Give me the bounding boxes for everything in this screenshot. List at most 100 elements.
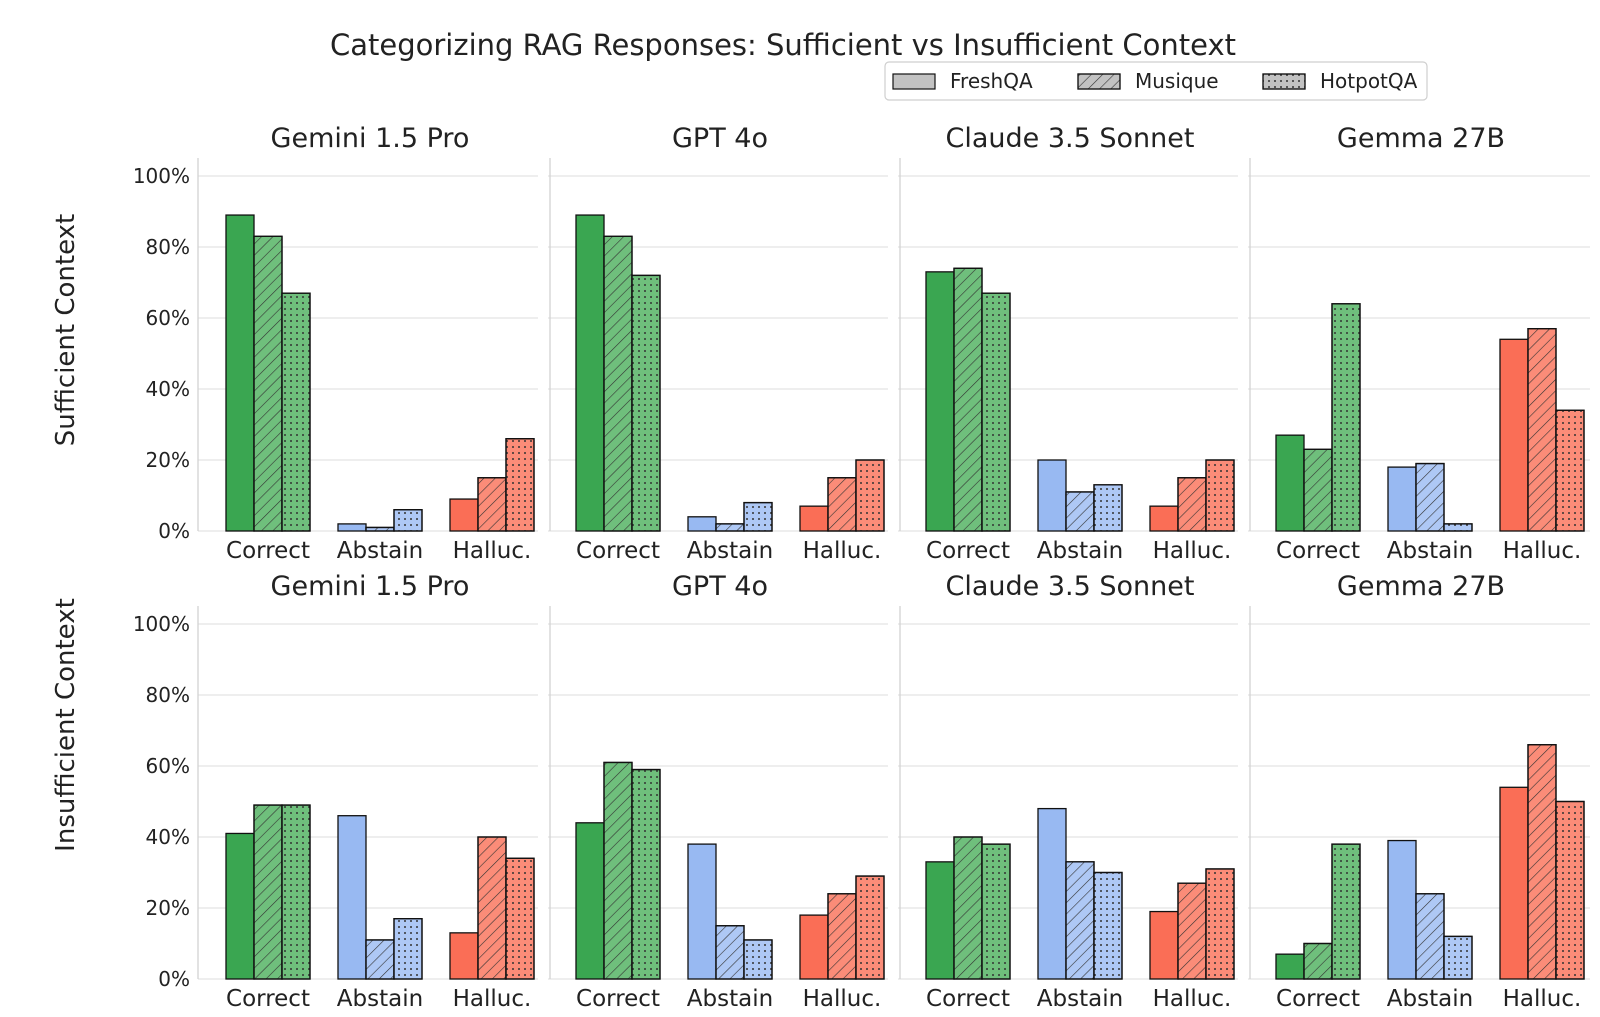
bar <box>1275 434 1305 532</box>
bar <box>687 843 717 980</box>
y-tick-label: 80% <box>146 235 190 259</box>
panel-title: Gemma 27B <box>1337 571 1505 602</box>
y-tick-label: 20% <box>146 896 190 920</box>
bar-pattern <box>1093 484 1123 532</box>
y-tick-label: 100% <box>133 164 190 188</box>
y-tick-label: 40% <box>146 377 190 401</box>
bar-pattern <box>393 509 423 532</box>
x-tick-label: Abstain <box>337 538 423 564</box>
bar <box>1387 839 1417 980</box>
x-tick-label: Correct <box>1276 986 1360 1012</box>
x-tick-label: Abstain <box>1387 538 1473 564</box>
bar-pattern <box>477 477 507 532</box>
y-tick-label: 20% <box>146 448 190 472</box>
panel-title: Gemma 27B <box>1337 123 1505 154</box>
bar <box>449 498 479 532</box>
bar-pattern <box>1443 935 1473 980</box>
bar-pattern <box>1205 868 1235 980</box>
legend-swatch-pattern <box>1077 73 1121 90</box>
bar-pattern <box>1303 448 1333 532</box>
bar-pattern <box>981 292 1011 532</box>
bar <box>1499 786 1529 980</box>
bar <box>225 832 255 980</box>
bar-pattern <box>743 939 773 980</box>
bar-pattern <box>855 459 885 532</box>
bar-pattern <box>631 274 661 532</box>
x-tick-label: Halluc. <box>453 986 532 1012</box>
x-tick-label: Abstain <box>1387 986 1473 1012</box>
bar-pattern <box>1205 459 1235 532</box>
bar-pattern <box>281 804 311 980</box>
panel-title: GPT 4o <box>672 123 768 154</box>
bar <box>799 505 829 532</box>
panel-title: Claude 3.5 Sonnet <box>946 123 1195 154</box>
bar-pattern <box>1177 477 1207 532</box>
legend-label: FreshQA <box>950 69 1033 93</box>
x-tick-label: Abstain <box>1037 986 1123 1012</box>
bar-pattern <box>603 235 633 532</box>
y-tick-label: 60% <box>146 306 190 330</box>
bar-pattern <box>1443 523 1473 532</box>
y-tick-label: 100% <box>133 612 190 636</box>
x-tick-label: Halluc. <box>1503 538 1582 564</box>
panel-title: Gemini 1.5 Pro <box>271 571 470 602</box>
bar-pattern <box>1065 861 1095 980</box>
bar <box>687 516 717 532</box>
x-tick-label: Halluc. <box>1153 538 1232 564</box>
legend-label: HotpotQA <box>1320 69 1418 93</box>
bar-pattern <box>253 235 283 532</box>
bar-pattern <box>1331 843 1361 980</box>
bar-pattern <box>1065 491 1095 532</box>
x-tick-label: Correct <box>576 986 660 1012</box>
bar-pattern <box>1303 942 1333 980</box>
bar-pattern <box>1177 882 1207 980</box>
x-tick-label: Abstain <box>687 538 773 564</box>
y-tick-label: 60% <box>146 754 190 778</box>
x-tick-label: Correct <box>226 538 310 564</box>
row-ylabel: Sufficient Context <box>51 214 81 446</box>
bar <box>799 914 829 980</box>
x-tick-label: Correct <box>926 986 1010 1012</box>
bar-pattern <box>715 523 745 532</box>
bar-pattern <box>1415 462 1445 532</box>
bar <box>225 214 255 532</box>
bar-pattern <box>1093 871 1123 980</box>
bar-pattern <box>743 501 773 532</box>
bar-pattern <box>281 292 311 532</box>
x-tick-label: Correct <box>1276 538 1360 564</box>
x-tick-label: Abstain <box>1037 538 1123 564</box>
bar-pattern <box>1415 893 1445 980</box>
bar-pattern <box>827 893 857 980</box>
bar-pattern <box>1527 327 1557 532</box>
bar <box>1149 505 1179 532</box>
bar-pattern <box>1527 744 1557 980</box>
bar-pattern <box>365 939 395 980</box>
x-tick-label: Abstain <box>687 986 773 1012</box>
bar-pattern <box>631 768 661 980</box>
bar <box>1275 953 1305 980</box>
bar-pattern <box>855 875 885 980</box>
bar-pattern <box>603 761 633 980</box>
bar-pattern <box>953 267 983 532</box>
y-tick-label: 0% <box>158 519 190 543</box>
bar-pattern <box>505 857 535 980</box>
bar <box>575 822 605 980</box>
x-tick-label: Halluc. <box>1153 986 1232 1012</box>
bar <box>575 214 605 532</box>
y-tick-label: 80% <box>146 683 190 707</box>
legend-label: Musique <box>1135 69 1219 93</box>
bar-pattern <box>953 836 983 980</box>
x-tick-label: Correct <box>226 986 310 1012</box>
y-tick-label: 40% <box>146 825 190 849</box>
bar <box>1037 807 1067 980</box>
bar-pattern <box>477 836 507 980</box>
bar-pattern <box>1331 303 1361 532</box>
x-tick-label: Halluc. <box>803 538 882 564</box>
x-tick-label: Correct <box>576 538 660 564</box>
x-tick-label: Halluc. <box>1503 986 1582 1012</box>
bar-pattern <box>715 925 745 980</box>
bar <box>925 271 955 532</box>
panel-title: Gemini 1.5 Pro <box>271 123 470 154</box>
